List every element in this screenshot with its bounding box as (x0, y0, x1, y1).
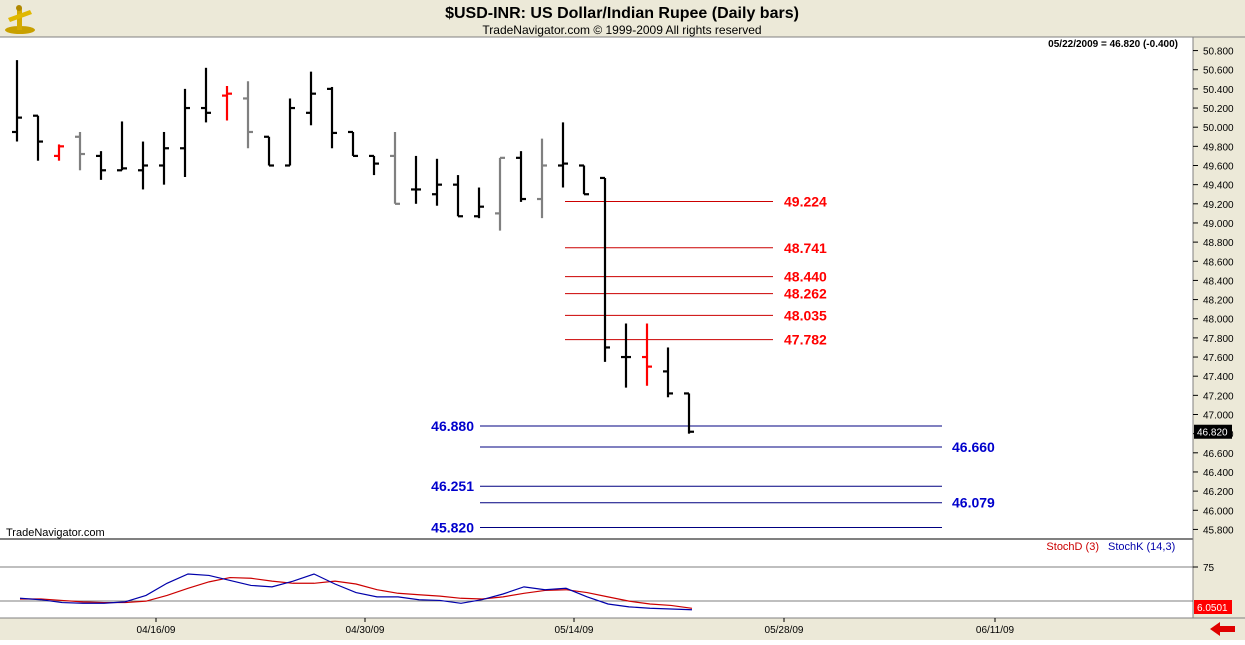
y-tick-label: 47.800 (1203, 334, 1234, 345)
resistance-level-label: 48.440 (784, 269, 827, 285)
oscillator-group: 75 6.0501 (0, 563, 1232, 614)
watermark-text: TradeNavigator.com (6, 527, 105, 539)
osc-last-value-box (1194, 600, 1232, 614)
osc-last-value-label: 6.0501 (1197, 603, 1228, 614)
y-tick-label: 47.000 (1203, 411, 1234, 422)
y-tick-label: 48.200 (1203, 296, 1234, 307)
osc-y-tick-label: 75 (1203, 563, 1215, 574)
y-tick-label: 47.600 (1203, 353, 1234, 364)
support-level-label: 46.251 (431, 478, 474, 494)
y-tick-label: 50.600 (1203, 66, 1234, 77)
resistance-level-label: 48.035 (784, 307, 827, 323)
stochk-line (19, 573, 693, 611)
y-tick-label: 47.200 (1203, 391, 1234, 402)
y-tick-label: 49.400 (1203, 181, 1234, 192)
y-axis-ticks: 50.800 50.600 50.400 50.200 50.000 49.800 49.6… (1193, 47, 1234, 536)
resistance-level-label: 48.262 (784, 286, 827, 302)
resistance-level-label: 48.741 (784, 240, 827, 256)
y-tick-label: 50.400 (1203, 85, 1234, 96)
support-level-label: 46.079 (952, 495, 995, 511)
y-tick-label: 47.400 (1203, 372, 1234, 383)
x-axis-ticks: 04/16/09 04/30/09 05/14/09 05/28/09 06/11/09 (137, 618, 1015, 636)
title-bar (0, 0, 1245, 37)
support-level-label: 46.660 (952, 439, 995, 455)
y-tick-label: 49.000 (1203, 219, 1234, 230)
resistance-level-label: 49.224 (784, 194, 827, 210)
legend-stochd: StochD (3) (1046, 541, 1099, 553)
x-tick-label: 05/28/09 (765, 625, 804, 636)
y-axis-panel (1193, 37, 1245, 618)
price-readout: 05/22/2009 = 46.820 (-0.400) (1048, 39, 1178, 50)
support-level-label: 45.820 (431, 520, 474, 536)
y-tick-label: 50.200 (1203, 104, 1234, 115)
y-tick-label: 49.200 (1203, 200, 1234, 211)
y-tick-label: 48.600 (1203, 257, 1234, 268)
y-tick-label: 48.000 (1203, 315, 1234, 326)
chart-title: $USD-INR: US Dollar/Indian Rupee (Daily … (445, 5, 799, 22)
y-tick-label: 46.400 (1203, 468, 1234, 479)
y-tick-label: 50.000 (1203, 123, 1234, 134)
y-tick-label: 46.000 (1203, 506, 1234, 517)
bars-group (12, 60, 694, 434)
resistance-level-label: 47.782 (784, 332, 827, 348)
x-tick-label: 04/16/09 (137, 625, 176, 636)
y-tick-label: 49.800 (1203, 142, 1234, 153)
x-tick-label: 04/30/09 (346, 625, 385, 636)
last-price-box (1194, 424, 1232, 439)
legend-stochk: StochK (14,3) (1108, 541, 1175, 553)
y-tick-label: 46.200 (1203, 487, 1234, 498)
y-tick-label: 45.800 (1203, 525, 1234, 536)
x-tick-label: 06/11/09 (976, 625, 1015, 636)
x-tick-label: 05/14/09 (555, 625, 594, 636)
last-price-label: 46.820 (1197, 428, 1228, 439)
chart-subtitle: TradeNavigator.com © 1999-2009 All right… (482, 23, 761, 37)
scroll-left-arrow-icon[interactable] (1210, 622, 1235, 636)
trade-navigator-logo-icon[interactable] (5, 5, 35, 34)
x-axis-bar (0, 618, 1245, 640)
y-tick-label: 49.600 (1203, 162, 1234, 173)
support-level-label: 46.880 (431, 418, 474, 434)
y-tick-label: 46.600 (1203, 449, 1234, 460)
y-tick-label: 48.800 (1203, 238, 1234, 249)
y-tick-label: 48.400 (1203, 276, 1234, 287)
stochd-line (20, 576, 693, 609)
y-tick-label: 50.800 (1203, 47, 1234, 58)
